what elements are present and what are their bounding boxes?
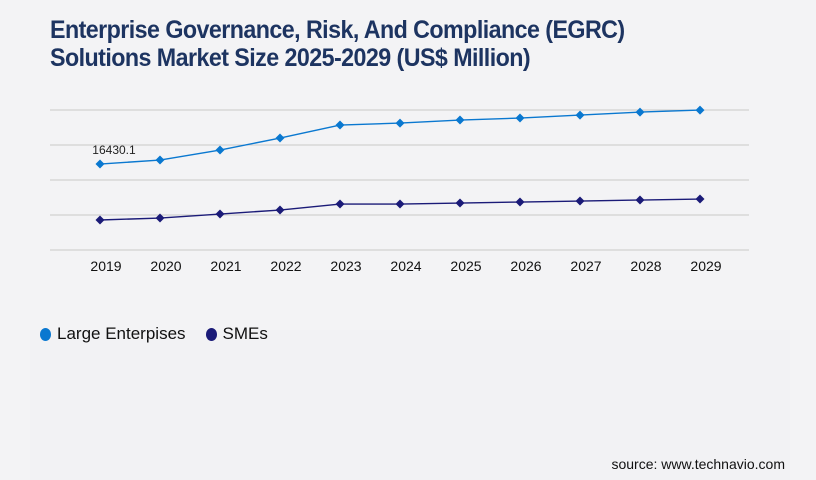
x-tick-label: 2028 bbox=[630, 258, 661, 274]
x-tick-label: 2026 bbox=[510, 258, 541, 274]
data-point-smes-2020[interactable] bbox=[155, 213, 165, 223]
legend-marker-large-enterprises bbox=[40, 327, 51, 341]
data-point-smes-2019[interactable] bbox=[95, 215, 105, 225]
legend-label-large-enterprises: Large Enterpises bbox=[57, 324, 186, 343]
data-point-smes-2022[interactable] bbox=[275, 205, 285, 215]
data-point-large-enterprises-2022[interactable] bbox=[275, 133, 285, 143]
chart-title: Enterprise Governance, Risk, And Complia… bbox=[50, 16, 625, 72]
chart-title-line-2: Solutions Market Size 2025-2029 (US$ Mil… bbox=[50, 44, 531, 72]
data-label: 16430.1 bbox=[92, 143, 136, 157]
line-chart: 2019 2020 2021 2022 2023 2024 2025 2026 2027 2028… bbox=[50, 105, 749, 274]
data-point-large-enterprises-2027[interactable] bbox=[575, 110, 585, 120]
legend-label-smes: SMEs bbox=[222, 324, 268, 343]
data-point-smes-2021[interactable] bbox=[215, 209, 225, 219]
x-tick-label: 2029 bbox=[690, 258, 721, 274]
chart-title-line-1: Enterprise Governance, Risk, And Complia… bbox=[50, 16, 625, 44]
data-point-smes-2029[interactable] bbox=[695, 194, 705, 204]
data-point-smes-2027[interactable] bbox=[575, 196, 585, 206]
legend: Large Enterpises SMEs bbox=[40, 324, 288, 344]
data-point-large-enterprises-2024[interactable] bbox=[395, 118, 405, 128]
x-tick-label: 2021 bbox=[210, 258, 241, 274]
x-tick-label: 2020 bbox=[150, 258, 181, 274]
legend-marker-smes bbox=[205, 327, 217, 341]
data-point-large-enterprises-2019[interactable] bbox=[95, 159, 105, 169]
data-point-smes-2025[interactable] bbox=[455, 198, 465, 208]
data-point-large-enterprises-2026[interactable] bbox=[515, 113, 525, 123]
legend-panel bbox=[30, 330, 790, 480]
data-point-large-enterprises-2020[interactable] bbox=[155, 155, 165, 165]
data-point-smes-2028[interactable] bbox=[635, 195, 645, 205]
series-line-large-enterprises bbox=[99, 109, 701, 165]
data-point-large-enterprises-2021[interactable] bbox=[215, 145, 225, 155]
data-point-large-enterprises-2028[interactable] bbox=[635, 107, 645, 117]
data-point-large-enterprises-2025[interactable] bbox=[455, 115, 465, 125]
x-tick-label: 2019 bbox=[90, 258, 121, 274]
data-point-large-enterprises-2029[interactable] bbox=[695, 105, 705, 115]
x-tick-label: 2023 bbox=[330, 258, 361, 274]
x-tick-label: 2027 bbox=[570, 258, 601, 274]
source-credit: source: www.technavio.com bbox=[611, 456, 785, 472]
legend-item-smes[interactable]: SMEs bbox=[205, 324, 268, 344]
data-point-smes-2023[interactable] bbox=[335, 199, 345, 209]
data-point-smes-2026[interactable] bbox=[515, 197, 525, 207]
data-point-smes-2024[interactable] bbox=[395, 199, 405, 209]
x-tick-label: 2022 bbox=[270, 258, 301, 274]
x-tick-label: 2025 bbox=[450, 258, 481, 274]
legend-item-large-enterprises[interactable]: Large Enterpises bbox=[40, 324, 186, 344]
x-tick-label: 2024 bbox=[390, 258, 421, 274]
data-point-large-enterprises-2023[interactable] bbox=[335, 120, 345, 130]
